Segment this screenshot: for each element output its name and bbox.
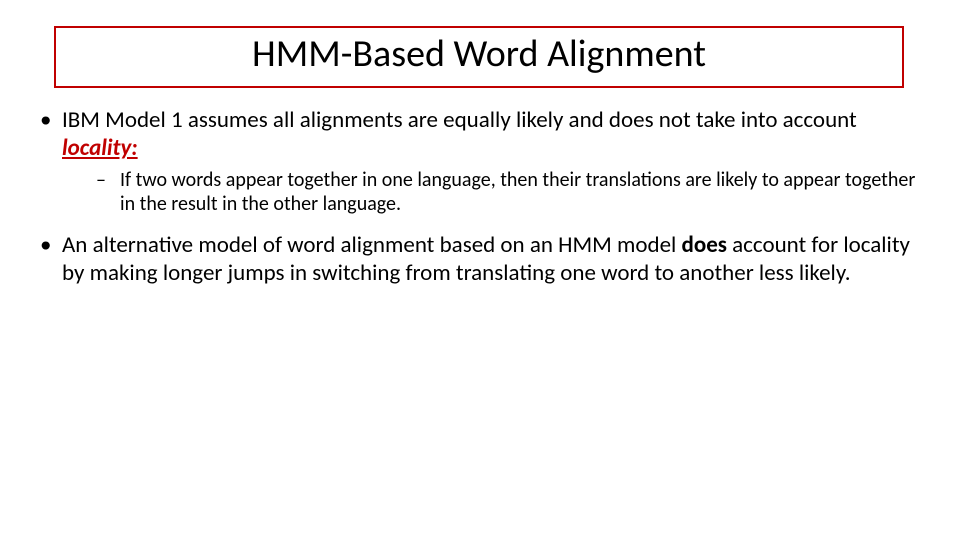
bullet-2: An alternative model of word alignment b… [34,231,924,287]
bullet-1-locality: locality: [62,134,138,162]
title-box: HMM-Based Word Alignment [54,26,904,88]
bullet-1-text-pre: IBM Model 1 assumes all alignments are e… [62,106,857,134]
slide-title: HMM-Based Word Alignment [252,31,706,77]
bullet-2-bold: does [682,231,727,259]
bullet-2-text-pre: An alternative model of word alignment b… [62,231,682,259]
slide: HMM-Based Word Alignment IBM Model 1 ass… [0,0,958,540]
slide-body: IBM Model 1 assumes all alignments are e… [34,106,924,297]
sub-bullet-1-text: If two words appear together in one lang… [120,168,915,216]
sub-bullet-list: If two words appear together in one lang… [62,168,924,217]
sub-bullet-1: If two words appear together in one lang… [62,168,924,217]
bullet-list: IBM Model 1 assumes all alignments are e… [34,106,924,287]
bullet-1: IBM Model 1 assumes all alignments are e… [34,106,924,217]
